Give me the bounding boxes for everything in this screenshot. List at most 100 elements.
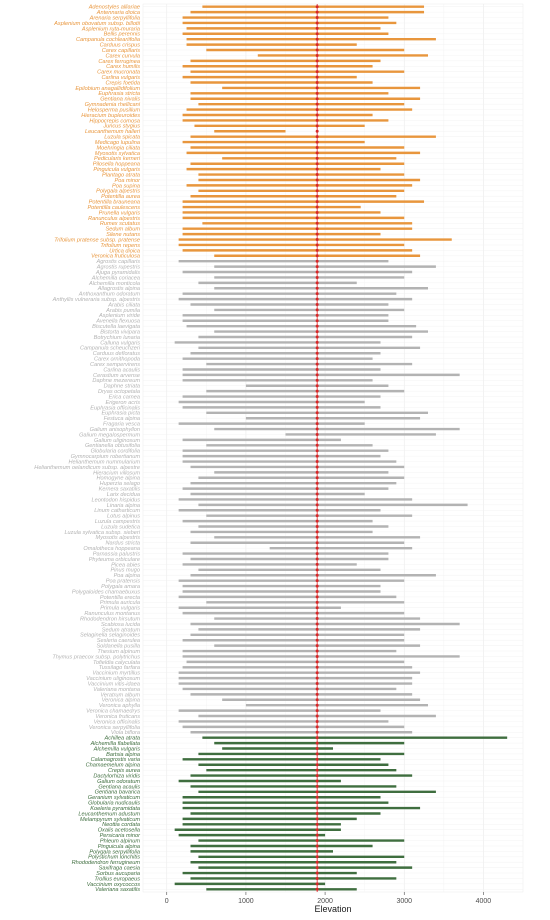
category-label: Bellis perennis xyxy=(104,32,141,38)
category-label: Tussilago farfara xyxy=(99,665,140,671)
reference-point xyxy=(315,514,319,518)
category-label: Valeriana saxatilis xyxy=(95,887,140,893)
reference-point xyxy=(315,844,319,848)
category-label: Veronica officinalis xyxy=(94,719,141,725)
category-label: Luzula campestris xyxy=(95,519,140,525)
category-label: Pinguicula vulgaris xyxy=(93,167,140,173)
category-label: Homogyne alpina xyxy=(96,476,140,482)
reference-point xyxy=(315,757,319,761)
reference-point xyxy=(315,519,319,523)
category-label: Rumex scutatus xyxy=(100,221,140,227)
category-label: Polygala amara xyxy=(101,584,140,590)
category-label: Veronica chamaedrys xyxy=(86,709,140,715)
category-label: Galium megalospermum xyxy=(79,432,140,438)
category-label: Larix decidua xyxy=(107,492,140,498)
reference-point xyxy=(315,530,319,534)
reference-point xyxy=(315,611,319,615)
category-label: Hieracium bupleuroides xyxy=(81,113,140,119)
category-label: Erica carnea xyxy=(109,394,140,400)
reference-point xyxy=(315,871,319,875)
category-label: Asplenium viride xyxy=(98,313,140,319)
reference-point xyxy=(315,367,319,371)
category-label: Euphrasia officinalis xyxy=(90,405,140,411)
category-label: Pedicularis kerneri xyxy=(94,156,141,162)
category-label: Hippocrepis comosa xyxy=(89,118,140,124)
category-label: Leucanthemum adustum xyxy=(78,811,140,817)
category-label: Tofieldia calyculata xyxy=(93,660,140,666)
category-label: Cerastium arvense xyxy=(93,373,140,379)
category-label: Adenostyles alliariae xyxy=(88,5,140,11)
reference-point xyxy=(315,21,319,25)
category-label: Leucanthemum halleri xyxy=(85,129,141,135)
category-label: Saxifraga caesia xyxy=(99,866,140,872)
reference-point xyxy=(315,790,319,794)
reference-point xyxy=(315,768,319,772)
reference-point xyxy=(315,784,319,788)
category-label: Phleum alpinum xyxy=(100,838,140,844)
reference-point xyxy=(315,747,319,751)
reference-point xyxy=(315,703,319,707)
category-label: Pinguicula alpina xyxy=(98,844,140,850)
reference-point xyxy=(315,725,319,729)
reference-point xyxy=(315,589,319,593)
category-label: Daphne mezereum xyxy=(92,378,140,384)
reference-point xyxy=(315,432,319,436)
reference-point xyxy=(315,81,319,85)
reference-point xyxy=(315,470,319,474)
category-label: Parnassia palustris xyxy=(93,551,140,557)
reference-point xyxy=(315,692,319,696)
reference-point xyxy=(315,259,319,263)
reference-point xyxy=(315,200,319,204)
reference-point xyxy=(315,48,319,52)
reference-point xyxy=(315,37,319,41)
category-label: Calluna vulgaris xyxy=(100,340,140,346)
category-label: Carlina vulgaris xyxy=(101,75,140,81)
reference-point xyxy=(315,210,319,214)
reference-point xyxy=(315,573,319,577)
reference-point xyxy=(315,411,319,415)
category-label: Rhododendron hirsutum xyxy=(80,616,140,622)
reference-point xyxy=(315,118,319,122)
category-label: Helianthemum oelandicum subsp. alpestre xyxy=(34,465,140,471)
category-label: Plantago atrata xyxy=(102,172,140,178)
reference-point xyxy=(315,378,319,382)
reference-point xyxy=(315,508,319,512)
category-label: Veratrum album xyxy=(100,692,140,698)
reference-point xyxy=(315,763,319,767)
reference-point xyxy=(315,795,319,799)
reference-point xyxy=(315,849,319,853)
reference-point xyxy=(315,281,319,285)
x-axis-title: Elevation xyxy=(314,904,351,914)
reference-point xyxy=(315,97,319,101)
reference-point xyxy=(315,70,319,74)
reference-point xyxy=(315,714,319,718)
reference-point xyxy=(315,676,319,680)
category-label: Neottia cordata xyxy=(102,822,140,828)
category-label: Viola biflora xyxy=(111,730,140,736)
reference-point xyxy=(315,75,319,79)
reference-point xyxy=(315,324,319,328)
reference-point xyxy=(315,557,319,561)
category-label: Luzula spicata xyxy=(104,135,140,141)
reference-point xyxy=(315,438,319,442)
reference-point xyxy=(315,243,319,247)
reference-point xyxy=(315,633,319,637)
category-label: Agrostis capillaris xyxy=(95,259,140,265)
reference-point xyxy=(315,270,319,274)
category-label: Vaccinium uliginosum xyxy=(86,676,140,682)
reference-point xyxy=(315,64,319,68)
category-label: Juncus stygius xyxy=(102,124,140,130)
category-label: Persicaria minor xyxy=(100,833,142,839)
reference-point xyxy=(315,774,319,778)
reference-point xyxy=(315,887,319,891)
reference-point xyxy=(315,389,319,393)
reference-point xyxy=(315,5,319,9)
reference-point xyxy=(315,730,319,734)
category-label: Achillea atrata xyxy=(104,736,140,742)
reference-point xyxy=(315,876,319,880)
reference-point xyxy=(315,654,319,658)
reference-point xyxy=(315,627,319,631)
reference-point xyxy=(315,405,319,409)
category-label: Carex ferruginea xyxy=(98,59,140,65)
